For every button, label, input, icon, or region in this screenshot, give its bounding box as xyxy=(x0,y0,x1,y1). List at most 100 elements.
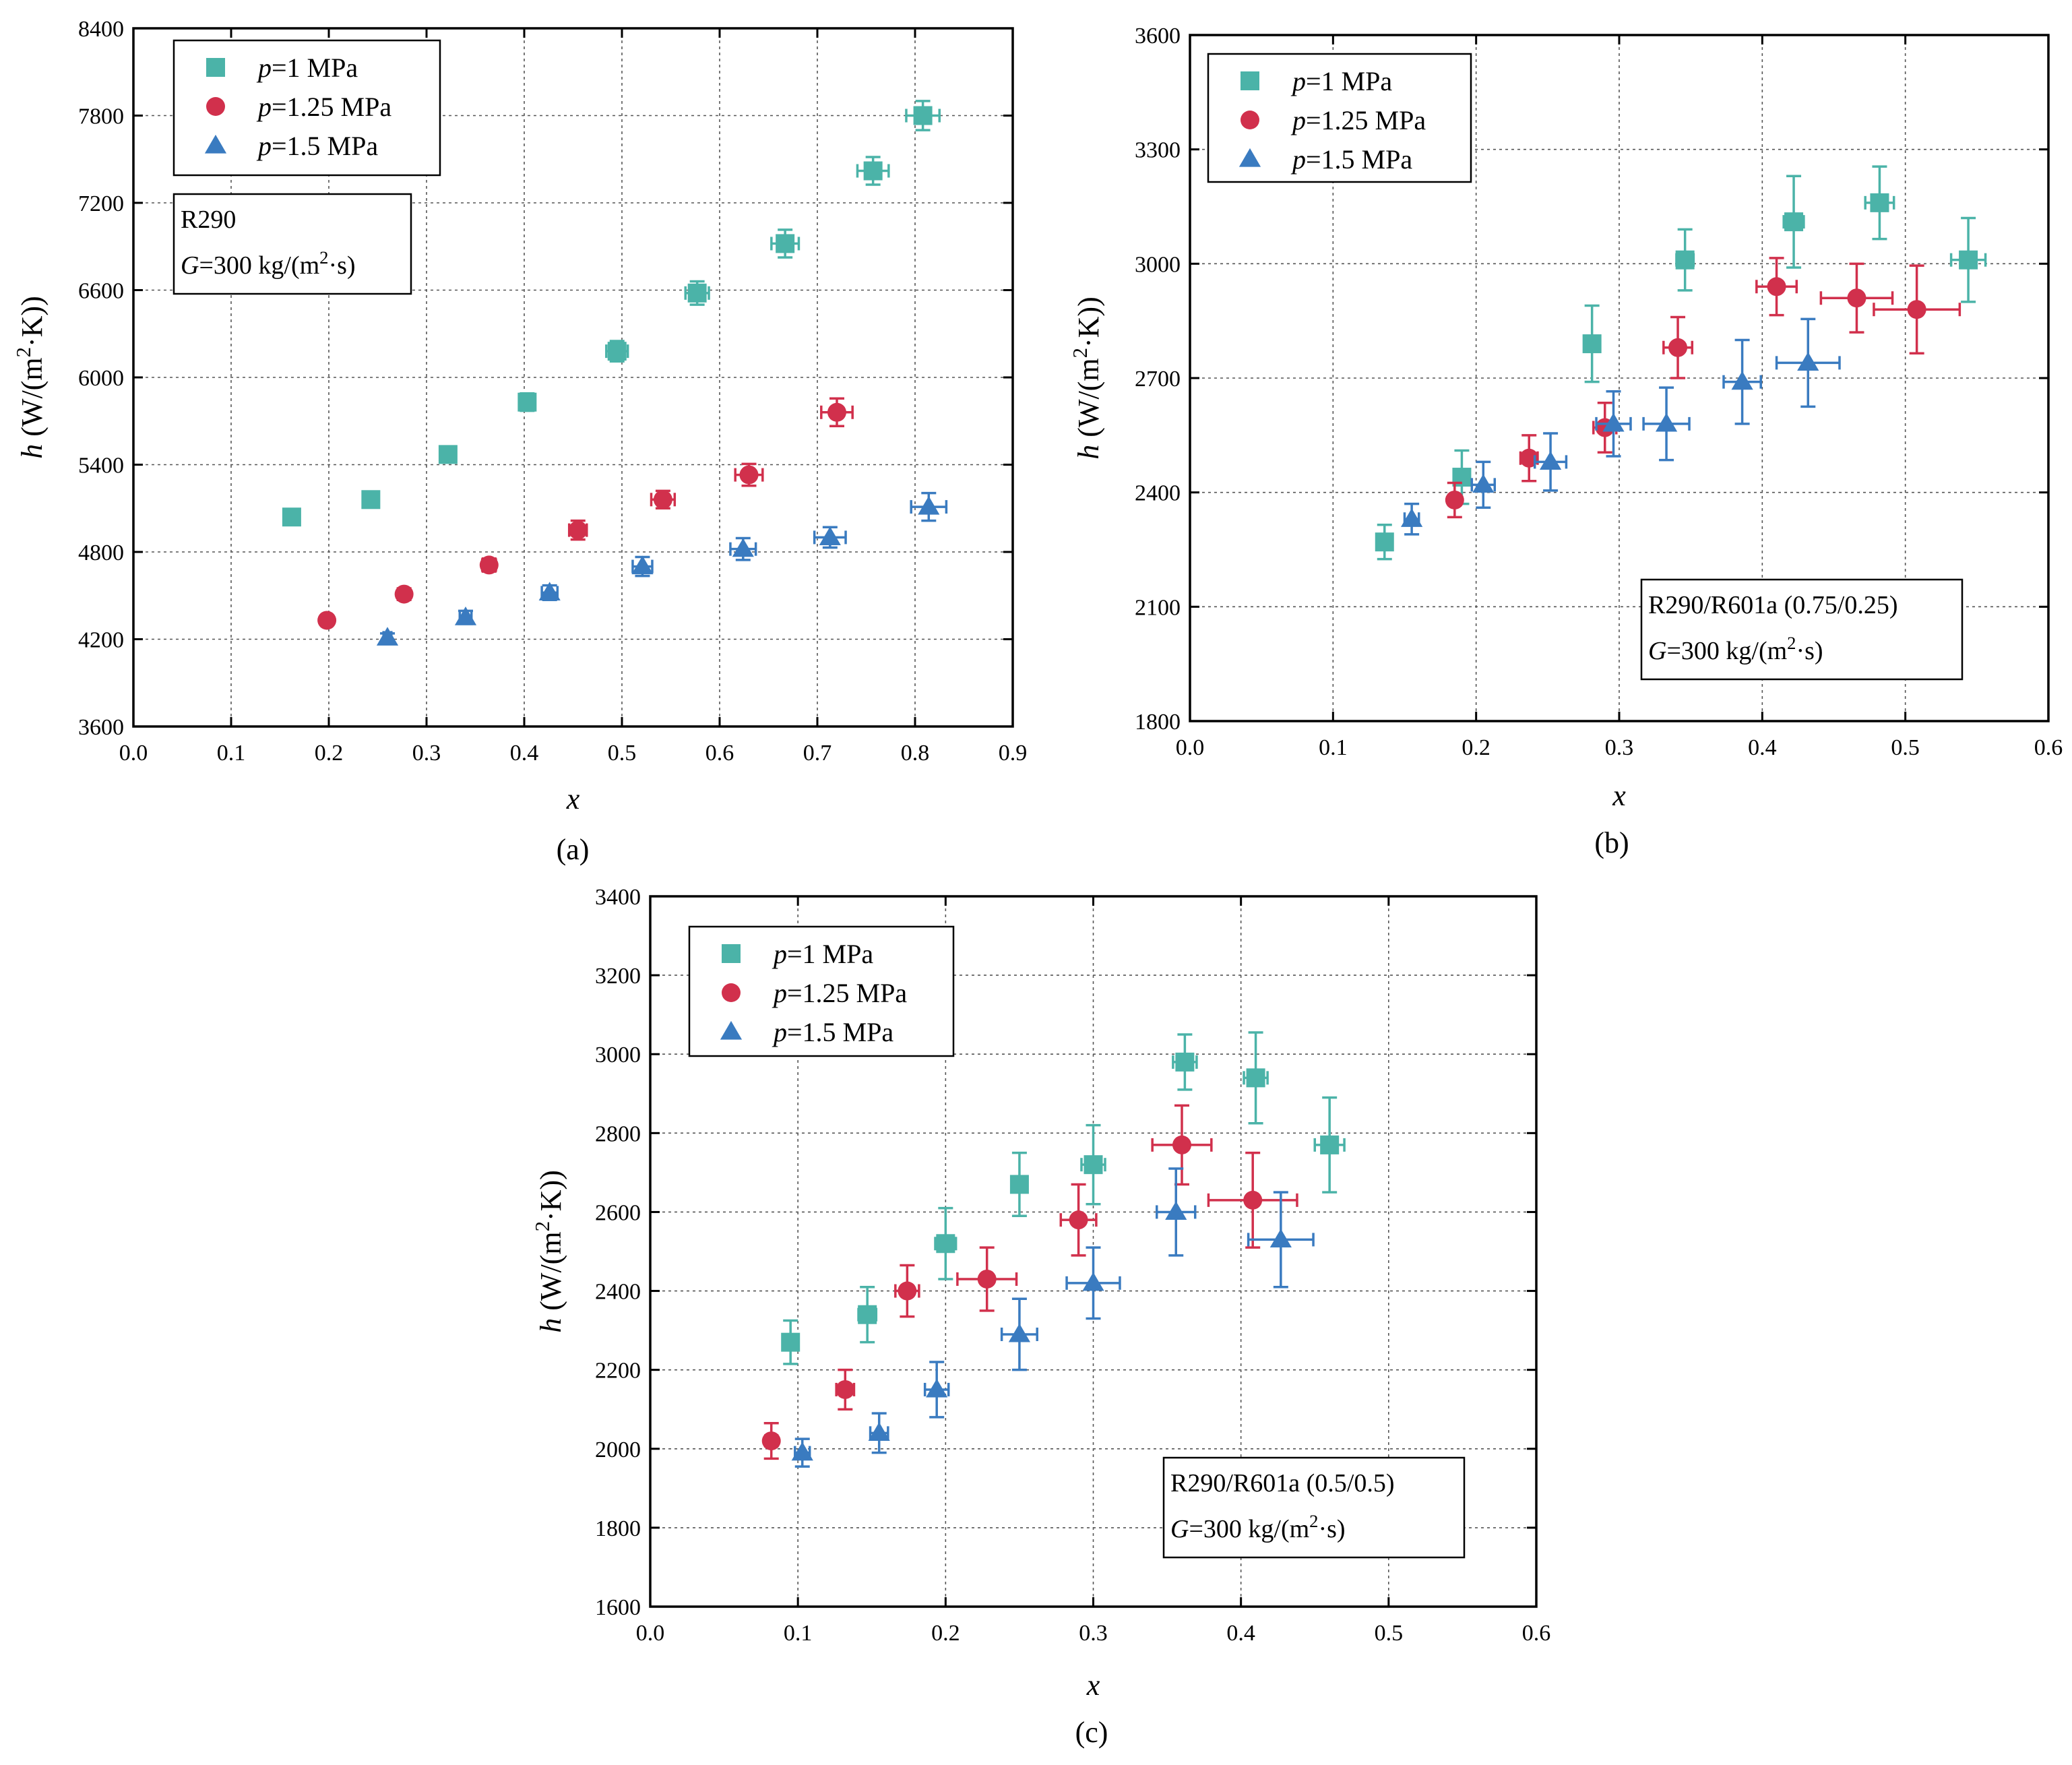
plot-frame xyxy=(132,27,1014,728)
x-tick-label: 0.0 xyxy=(1176,735,1205,760)
triangle-marker xyxy=(926,1378,948,1398)
x-tick-label: 0.5 xyxy=(1375,1621,1404,1646)
square-marker xyxy=(687,283,707,303)
circle-marker xyxy=(394,584,414,604)
circle-marker xyxy=(317,611,337,630)
legend: p=1 MPa p=1.25 MPa p=1.5 MPa xyxy=(1207,53,1472,183)
y-tick-label: 7800 xyxy=(78,104,124,129)
chart-panel-b: 0.0 0.1 0.2 0.3 0.4 0.5 0.6 1800 2100 2400 2700 300… xyxy=(1069,24,2063,859)
x-tick-label: 0.9 xyxy=(999,741,1028,766)
circle-marker xyxy=(653,490,672,509)
triangle-marker xyxy=(376,627,399,646)
circle-marker xyxy=(739,465,759,485)
data-point xyxy=(479,555,499,575)
legend-label: p=1.5 MPa xyxy=(1290,144,1412,175)
x-tick-label: 0.4 xyxy=(510,741,539,766)
x-tick-label: 0.7 xyxy=(803,741,832,766)
legend-square-icon xyxy=(1241,71,1259,90)
data-point xyxy=(1000,1297,1038,1371)
y-tick-label: 3200 xyxy=(595,964,641,989)
triangle-marker xyxy=(1269,1229,1292,1248)
annotation: R290/R601a (0.75/0.25) G=300 kg/(m2·s) xyxy=(1640,578,1964,681)
y-tick-label: 7200 xyxy=(78,191,124,216)
annotation-line: G=300 kg/(m2·s) xyxy=(1648,633,1823,665)
legend-label: p=1 MPa xyxy=(256,53,358,83)
x-tick-label: 0.5 xyxy=(608,741,637,766)
data-point xyxy=(454,607,477,625)
legend-circle-icon xyxy=(206,97,225,116)
data-point xyxy=(856,156,890,186)
data-point xyxy=(538,582,561,601)
data-point xyxy=(1247,1191,1315,1289)
plot-frame xyxy=(649,895,1538,1608)
legend-label: p=1.25 MPa xyxy=(1290,105,1426,135)
panel-caption: (b) xyxy=(1594,826,1629,859)
data-point xyxy=(1155,1167,1197,1257)
annotation-line: R290/R601a (0.5/0.5) xyxy=(1170,1469,1394,1497)
legend-square-icon xyxy=(206,58,225,77)
y-tick-label: 2400 xyxy=(595,1280,641,1305)
data-point xyxy=(934,1206,957,1280)
x-tick-label: 0.8 xyxy=(901,741,930,766)
y-axis-title: h (W/(m2·K)) xyxy=(12,296,49,458)
legend-circle-icon xyxy=(1241,111,1259,129)
legend-label: p=1 MPa xyxy=(772,939,873,969)
square-marker xyxy=(1375,532,1394,552)
triangle-marker xyxy=(791,1442,813,1461)
circle-marker xyxy=(1668,338,1688,357)
square-marker xyxy=(913,106,933,125)
y-tick-label: 2600 xyxy=(595,1200,641,1225)
data-point xyxy=(1722,338,1762,425)
legend-square-icon xyxy=(722,944,741,963)
legend-label: p=1.5 MPa xyxy=(256,131,378,161)
series-p1 xyxy=(781,1031,1346,1365)
y-tick-label: 2700 xyxy=(1135,367,1181,392)
series-p125 xyxy=(317,397,854,630)
series-p1 xyxy=(1375,165,1987,561)
legend-triangle-icon xyxy=(204,134,227,154)
triangle-marker xyxy=(868,1422,890,1441)
data-point xyxy=(791,1437,813,1468)
triangle-marker xyxy=(819,526,841,546)
square-marker xyxy=(1084,1155,1103,1175)
data-point xyxy=(1864,165,1895,241)
square-marker xyxy=(361,490,381,509)
legend: p=1 MPa p=1.25 MPa p=1.5 MPa xyxy=(688,925,955,1057)
panel-caption: (a) xyxy=(557,833,590,866)
data-point xyxy=(1582,304,1602,383)
data-point xyxy=(894,1264,920,1318)
y-tick-label: 1800 xyxy=(1135,710,1181,735)
x-tick-label: 0.2 xyxy=(931,1621,960,1646)
data-point xyxy=(684,280,710,306)
circle-marker xyxy=(568,520,588,540)
square-marker xyxy=(863,161,883,181)
legend-circle-icon xyxy=(722,983,741,1002)
y-tick-label: 1800 xyxy=(595,1516,641,1541)
data-point xyxy=(923,1361,950,1419)
annotation-line: G=300 kg/(m2·s) xyxy=(1170,1511,1346,1543)
x-tick-label: 0.5 xyxy=(1891,735,1920,760)
y-tick-label: 3300 xyxy=(1135,138,1181,163)
circle-marker xyxy=(1445,490,1464,509)
data-point xyxy=(1059,1183,1098,1257)
legend-label: p=1 MPa xyxy=(1290,66,1392,96)
y-tick-label: 3600 xyxy=(78,715,124,740)
data-point xyxy=(910,491,948,522)
legend-label: p=1.5 MPa xyxy=(772,1017,893,1047)
circle-marker xyxy=(827,402,846,422)
x-tick-label: 0.3 xyxy=(1605,735,1634,760)
data-point xyxy=(1642,386,1691,462)
circle-marker xyxy=(1767,277,1786,297)
data-point xyxy=(1375,523,1394,561)
data-point xyxy=(857,1285,878,1344)
legend-triangle-icon xyxy=(1238,148,1261,167)
x-tick-label: 0.3 xyxy=(1079,1621,1108,1646)
y-tick-label: 2100 xyxy=(1135,595,1181,620)
circle-marker xyxy=(836,1380,855,1399)
data-point xyxy=(1675,228,1695,292)
data-point xyxy=(813,526,847,549)
circle-marker xyxy=(1069,1210,1088,1230)
triangle-marker xyxy=(1165,1201,1187,1220)
square-marker xyxy=(1870,193,1889,212)
data-point xyxy=(376,627,399,646)
